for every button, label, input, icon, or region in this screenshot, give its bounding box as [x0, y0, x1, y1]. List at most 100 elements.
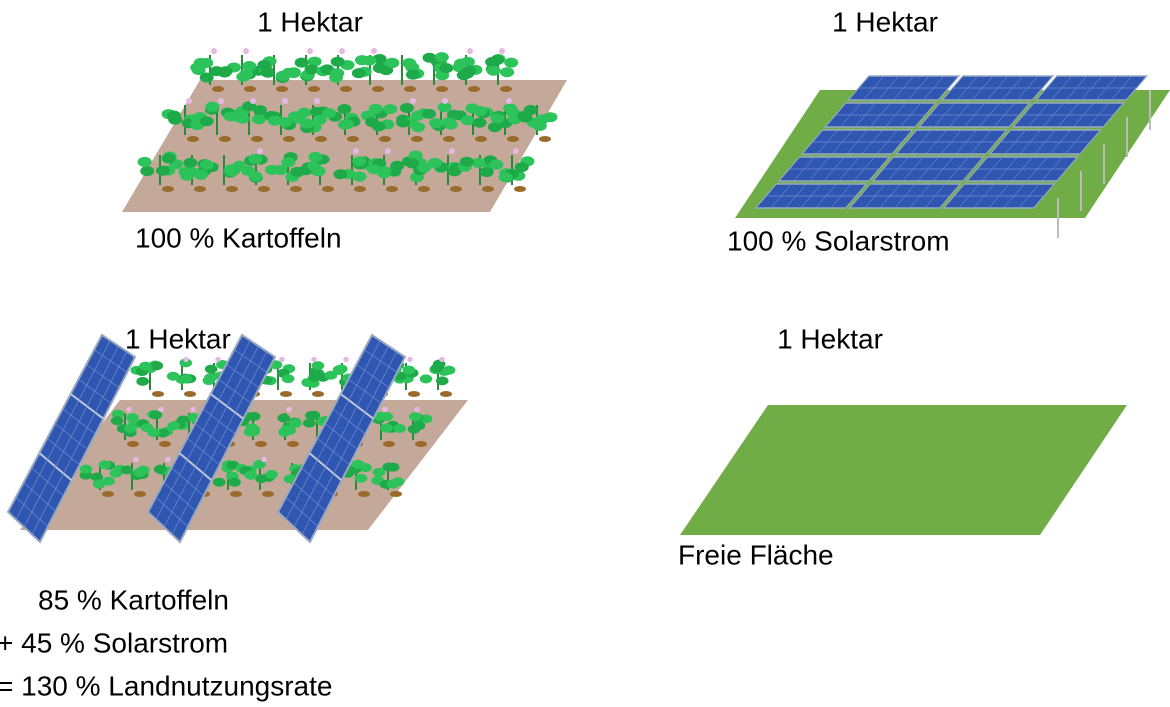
flower	[211, 48, 217, 54]
leaf	[329, 73, 343, 83]
tuber	[440, 391, 452, 397]
leaf	[352, 172, 366, 182]
leaf	[519, 113, 533, 123]
tuber	[372, 86, 384, 92]
tuber	[230, 491, 242, 497]
flower	[339, 48, 345, 54]
leaf	[411, 122, 425, 132]
flower	[311, 357, 316, 362]
leaf	[139, 362, 152, 371]
leaf	[297, 108, 311, 118]
flower	[261, 457, 266, 462]
leaf	[147, 428, 160, 437]
flower	[407, 357, 412, 362]
leaf	[480, 167, 494, 177]
tuber	[226, 186, 238, 192]
leaf	[199, 58, 213, 68]
flower	[183, 357, 188, 362]
flower	[414, 407, 419, 412]
leaf	[200, 160, 214, 170]
tuber	[340, 86, 352, 92]
leaf	[203, 376, 216, 385]
leaf	[268, 116, 282, 126]
leaf	[443, 366, 456, 375]
leaf	[489, 160, 503, 170]
tuber	[443, 136, 455, 142]
leaf	[281, 157, 295, 167]
tuber	[287, 441, 299, 447]
leaf	[205, 102, 219, 112]
leaf	[373, 468, 386, 477]
leaf	[333, 169, 347, 179]
leaf	[504, 58, 518, 68]
flower	[286, 407, 291, 412]
flower	[250, 98, 256, 104]
leaf	[431, 363, 444, 372]
panel-caption: 100 % Solarstrom	[727, 225, 950, 256]
leaf	[454, 59, 468, 69]
leaf	[308, 152, 322, 162]
leaf	[252, 114, 266, 124]
leaf	[515, 162, 529, 172]
leaf	[287, 67, 301, 77]
leaf	[392, 477, 405, 486]
tuber	[450, 186, 462, 192]
leaf	[396, 118, 410, 128]
leaf	[156, 166, 170, 176]
leaf	[248, 154, 262, 164]
panel-caption: = 130 % Landnutzungsrate	[0, 670, 332, 701]
leaf	[322, 108, 336, 118]
leaf	[331, 57, 345, 67]
flower	[442, 98, 448, 104]
leaf	[406, 70, 420, 80]
leaf	[420, 374, 433, 383]
flower	[506, 98, 512, 104]
leaf	[362, 56, 376, 66]
leaf	[249, 171, 263, 181]
leaf	[409, 412, 422, 421]
tuber	[347, 136, 359, 142]
panel-caption: + 45 % Solarstrom	[0, 627, 228, 658]
panel-title: 1 Hektar	[832, 6, 938, 37]
leaf	[261, 68, 275, 78]
leaf	[205, 365, 218, 374]
leaf	[200, 116, 214, 126]
tuber	[212, 86, 224, 92]
tuber	[415, 441, 427, 447]
leaf	[232, 161, 246, 171]
leaf	[377, 168, 391, 178]
leaf	[231, 112, 245, 122]
flower	[314, 98, 320, 104]
flower	[158, 407, 163, 412]
flower	[257, 148, 263, 154]
grass-field	[680, 405, 1127, 535]
flower	[371, 48, 377, 54]
flower	[282, 98, 288, 104]
tuber	[411, 136, 423, 142]
leaf	[435, 52, 449, 62]
leaf	[111, 416, 124, 425]
leaf	[383, 104, 397, 114]
tuber	[283, 136, 295, 142]
leaf	[499, 172, 513, 182]
tuber	[354, 186, 366, 192]
leaf	[228, 478, 241, 487]
panel-title: 1 Hektar	[257, 6, 363, 37]
leaf	[428, 158, 442, 168]
leaf	[93, 480, 106, 489]
flower	[126, 407, 131, 412]
tuber	[159, 441, 171, 447]
leaf	[247, 425, 260, 434]
leaf	[185, 167, 199, 177]
tuber	[184, 391, 196, 397]
leaf	[460, 157, 474, 167]
leaf	[312, 361, 325, 370]
leaf	[340, 119, 354, 129]
flower	[243, 48, 249, 54]
panel-title: 1 Hektar	[777, 323, 883, 354]
leaf	[180, 374, 193, 383]
tuber	[102, 491, 114, 497]
leaf	[436, 376, 449, 385]
tuber	[290, 186, 302, 192]
tuber	[418, 186, 430, 192]
